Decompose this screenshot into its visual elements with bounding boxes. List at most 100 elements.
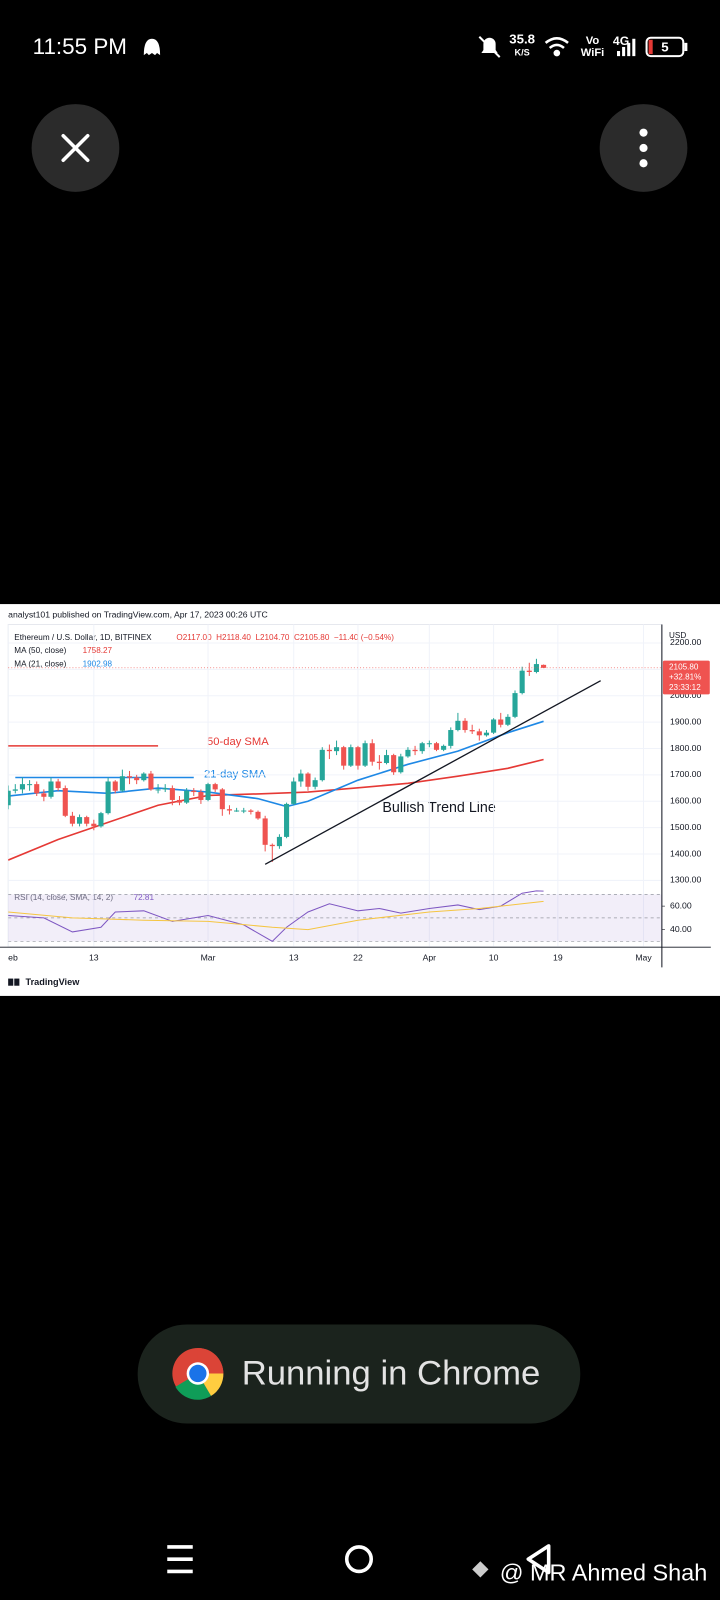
ohlc-text: O2117.00 H2118.40 L2104.70 C2105.80 −11.… <box>176 633 394 642</box>
candle-body <box>512 693 518 717</box>
candle-body <box>234 810 240 812</box>
candle-body <box>219 789 225 810</box>
candle-body <box>105 781 111 814</box>
candle-body <box>27 784 33 786</box>
candle-body <box>491 719 497 733</box>
candle-body <box>205 784 211 800</box>
candle-body <box>41 793 47 797</box>
candle-body <box>91 823 97 827</box>
candle-body <box>155 789 161 791</box>
recents-button[interactable] <box>167 1545 193 1574</box>
candle-body <box>76 817 83 824</box>
last-price-badge <box>662 660 710 695</box>
wifi-icon <box>544 36 569 57</box>
candle-body <box>505 716 511 725</box>
credit: @ MR Ahmed Shah <box>500 1560 708 1586</box>
candle-body <box>469 730 475 732</box>
candle-body <box>12 789 18 791</box>
candle-body <box>84 817 90 824</box>
x-tick-label: Apr <box>423 952 437 962</box>
candle-body <box>391 755 397 773</box>
y-tick-label: 1600.00 <box>670 796 701 806</box>
candle-body <box>362 743 368 766</box>
candle-body <box>255 811 261 819</box>
candle-body <box>426 743 432 745</box>
candle-body <box>126 776 133 778</box>
candle-body <box>112 781 118 791</box>
chart-title: Ethereum / U.S. Dollar, 1D, BITFINEX <box>14 633 152 642</box>
candle-body <box>169 788 175 800</box>
candle-body <box>476 731 482 736</box>
trend-line <box>264 680 601 865</box>
y-tick-label: 1300.00 <box>670 875 701 885</box>
x-tick-label: eb <box>8 952 18 962</box>
candle-body <box>48 781 54 797</box>
y-tick-label: 1700.00 <box>670 769 701 779</box>
battery-level: 5 <box>661 39 668 54</box>
watermark: TradingView <box>25 977 80 987</box>
candle-body <box>533 664 539 672</box>
y-tick-label: 1800.00 <box>670 743 701 753</box>
candle-body <box>398 756 404 773</box>
candle-body <box>19 784 25 790</box>
x-tick-label: 19 <box>553 952 563 962</box>
menu-button[interactable] <box>599 104 688 192</box>
home-button[interactable] <box>344 1545 374 1574</box>
last-price-label: 2105.80 <box>669 662 699 671</box>
candle-body <box>333 747 340 752</box>
candle-body <box>348 747 354 766</box>
x-tick-label: 13 <box>289 952 299 962</box>
candle-body <box>448 730 454 746</box>
currency: USD <box>669 631 686 640</box>
rsi-title: RSI (14, close, SMA, 14, 2) <box>14 893 113 902</box>
back-button[interactable] <box>526 1544 551 1575</box>
close-button[interactable] <box>31 104 120 192</box>
candle-body <box>383 755 390 764</box>
toast-text: Running in Chrome <box>242 1355 541 1393</box>
candle-body <box>191 790 197 793</box>
candle-body <box>519 670 525 694</box>
candle-body <box>69 815 75 824</box>
candle-body <box>262 818 268 845</box>
candle-body <box>241 810 247 812</box>
candle-body <box>433 743 440 750</box>
legend-entry: MA (21, close) <box>14 659 66 668</box>
x-tick-label: 10 <box>489 952 499 962</box>
candle-body <box>355 747 361 766</box>
candle-body <box>248 810 254 812</box>
y-tick-label: 40.00 <box>670 924 692 934</box>
legend-value: 1902.98 <box>83 659 113 668</box>
y-tick-label: 60.00 <box>670 900 692 910</box>
network-type: 4G <box>613 34 629 48</box>
candle-body <box>212 784 218 790</box>
chart-image: analyst101 published on TradingView.com,… <box>0 604 720 996</box>
rsi-line <box>8 900 544 931</box>
candle-body <box>134 777 140 781</box>
clock: 11:55 PM <box>33 34 127 59</box>
x-tick-label: 22 <box>353 952 363 962</box>
attribution: analyst101 published on TradingView.com,… <box>8 610 268 620</box>
rsi-value: 72.81 <box>134 893 155 902</box>
candle-body <box>291 781 297 804</box>
y-tick-label: 1500.00 <box>670 822 701 832</box>
candle-body <box>498 719 504 725</box>
candle-body <box>141 773 147 781</box>
snapchat-icon <box>143 38 161 56</box>
net-speed: 35.8 <box>509 31 535 46</box>
candle-body <box>455 720 461 731</box>
candle-body <box>376 761 382 764</box>
legend-entry: MA (50, close) <box>14 646 66 655</box>
y-tick-label: 2000.00 <box>670 690 701 700</box>
vowifi-top: Vo <box>586 35 600 47</box>
candle-body <box>526 670 532 672</box>
battery-icon <box>645 36 688 58</box>
candle-body <box>462 720 468 731</box>
candle-body <box>284 803 290 837</box>
toast: Running in Chrome <box>137 1324 581 1424</box>
candle-body <box>98 813 104 827</box>
candle-body <box>55 781 61 789</box>
candle-body <box>226 809 233 811</box>
candle-body <box>198 792 204 800</box>
